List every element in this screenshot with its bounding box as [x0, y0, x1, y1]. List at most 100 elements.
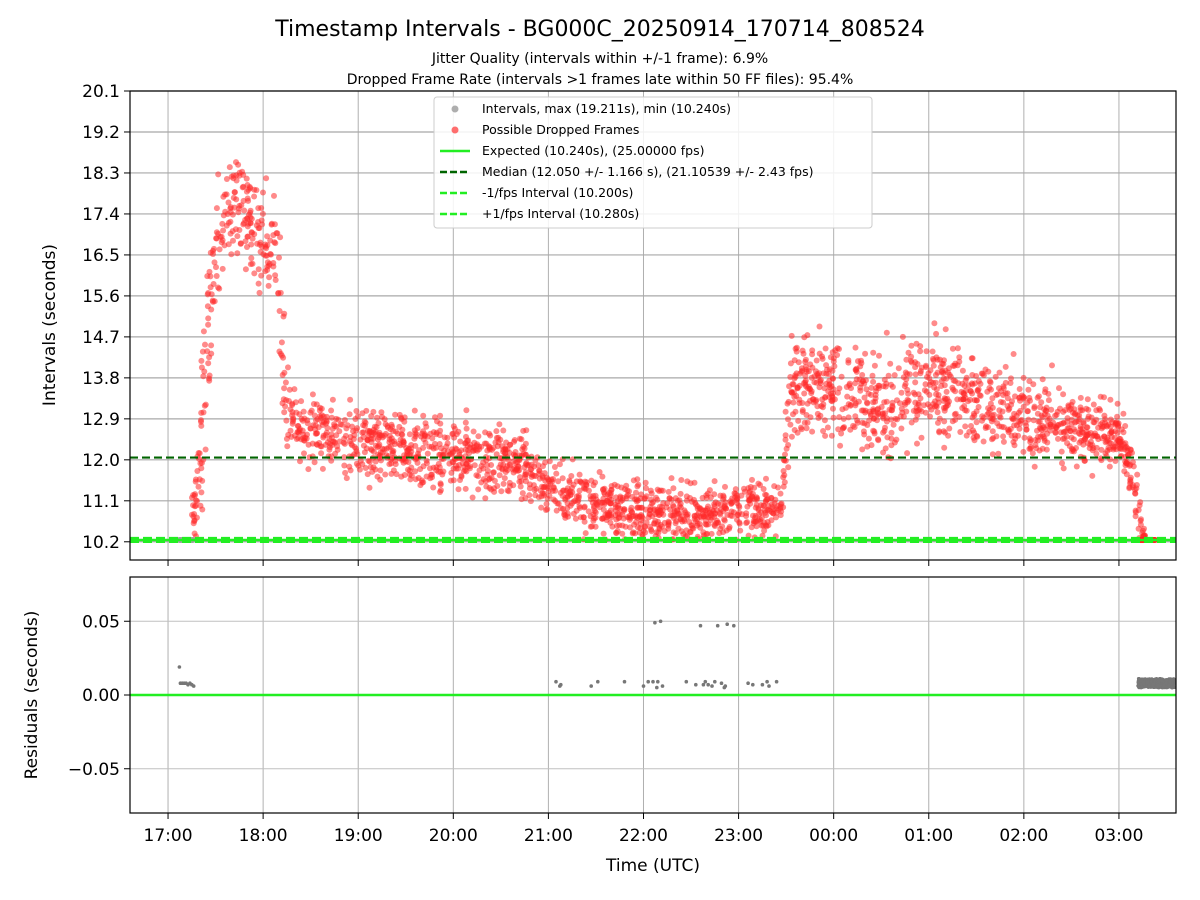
dropped-frame-point	[437, 412, 444, 419]
dropped-frame-point	[922, 409, 929, 416]
dropped-frame-point	[936, 428, 943, 435]
dropped-frame-point	[921, 387, 928, 394]
residual-point	[701, 682, 706, 687]
dropped-frame-point	[898, 389, 905, 396]
dropped-frame-point	[633, 489, 639, 496]
dropped-frame-point	[987, 379, 994, 386]
dropped-frame-point	[240, 183, 247, 190]
dropped-frame-point	[934, 369, 941, 376]
dropped-frame-point	[1004, 390, 1011, 397]
dropped-frame-point	[236, 227, 243, 233]
dropped-frame-point	[347, 467, 354, 474]
dropped-frame-point	[585, 508, 592, 515]
dropped-frame-point	[532, 457, 539, 464]
dropped-frame-point	[688, 522, 695, 529]
dropped-frame-point	[1041, 435, 1048, 442]
chart-title: Timestamp Intervals - BG000C_20250914_17…	[274, 17, 924, 42]
dropped-frame-point	[824, 424, 831, 431]
x-tick-label: 22:00	[619, 826, 668, 846]
dropped-frame-point	[526, 481, 533, 488]
dropped-frame-point	[704, 530, 711, 537]
dropped-frame-point	[1027, 439, 1034, 445]
dropped-frame-point	[450, 430, 457, 437]
dropped-frame-point	[260, 189, 266, 196]
dropped-frame-point	[469, 494, 476, 501]
dropped-frame-point	[456, 449, 463, 455]
dropped-frame-point	[974, 433, 981, 440]
dropped-frame-point	[1039, 376, 1046, 383]
dropped-frame-point	[285, 398, 292, 404]
dropped-frame-point	[431, 440, 438, 447]
dropped-frame-point	[864, 443, 871, 450]
dropped-frame-point	[660, 500, 667, 507]
dropped-frame-point	[855, 398, 862, 405]
dropped-frame-point	[945, 369, 951, 376]
dropped-frame-point	[927, 413, 933, 420]
dropped-frame-point	[367, 464, 374, 470]
dropped-frame-point	[541, 490, 548, 497]
top-y-tick-label: 15.6	[82, 287, 120, 307]
dropped-frame-point	[572, 515, 579, 522]
dropped-frame-point	[341, 454, 348, 461]
dropped-frame-point	[614, 483, 621, 490]
dropped-frame-point	[583, 481, 590, 488]
dropped-frame-point	[378, 457, 384, 464]
dropped-frame-point	[883, 329, 890, 336]
dropped-frame-point	[711, 491, 718, 498]
dropped-frame-point	[301, 437, 308, 444]
dropped-frame-point	[1115, 440, 1122, 447]
dropped-frame-point	[219, 220, 226, 227]
dropped-frame-point	[1064, 425, 1071, 432]
dropped-frame-point	[643, 485, 649, 492]
dropped-frame-point	[392, 461, 399, 468]
dropped-frame-point	[677, 490, 684, 497]
dropped-frame-point	[613, 522, 620, 529]
x-tick-label: 18:00	[239, 826, 288, 846]
dropped-frame-point	[247, 261, 254, 268]
dropped-frame-point	[211, 298, 218, 305]
dropped-frame-point	[437, 427, 444, 434]
dropped-frame-point	[630, 477, 637, 484]
dropped-frame-point	[211, 245, 217, 252]
dropped-frame-point	[532, 492, 539, 499]
dropped-frame-point	[245, 197, 252, 204]
dropped-frame-point	[696, 505, 703, 512]
legend-marker	[451, 126, 459, 134]
dropped-frame-point	[1032, 437, 1039, 443]
dropped-frame-point	[1068, 421, 1075, 428]
dropped-frame-point	[493, 428, 500, 435]
dropped-frame-point	[667, 512, 674, 519]
dropped-frame-point	[930, 355, 936, 362]
dropped-frame-point	[228, 251, 235, 258]
dropped-frame-point	[930, 362, 937, 369]
dropped-frame-point	[922, 364, 929, 371]
dropped-frame-point	[356, 466, 363, 473]
dropped-frame-point	[450, 465, 457, 472]
dropped-frame-point	[908, 358, 914, 365]
dropped-frame-point	[255, 219, 262, 225]
legend-label: -1/fps Interval (10.200s)	[482, 185, 633, 200]
dropped-frame-point	[1008, 375, 1014, 382]
residual-point	[765, 679, 769, 684]
dropped-frame-point	[917, 368, 924, 375]
dropped-frame-point	[576, 487, 583, 494]
dropped-frame-point	[364, 427, 371, 434]
dropped-frame-point	[763, 523, 770, 530]
dropped-frame-point	[599, 515, 606, 522]
dropped-frame-point	[822, 432, 829, 439]
dropped-frame-point	[932, 398, 938, 405]
dropped-frame-point	[230, 194, 237, 201]
dropped-frame-point	[1091, 419, 1098, 426]
dropped-frame-point	[517, 474, 523, 481]
dropped-frame-point	[913, 404, 920, 411]
dropped-frame-point	[341, 417, 348, 423]
dropped-frame-point	[768, 495, 775, 502]
dropped-frame-point	[307, 409, 314, 416]
dropped-frame-point	[809, 347, 816, 354]
dropped-frame-point	[703, 513, 709, 520]
dropped-frame-point	[208, 306, 215, 313]
dropped-frame-point	[795, 417, 802, 424]
dropped-frame-point	[1045, 397, 1052, 404]
dropped-frame-point	[628, 504, 635, 511]
dropped-frame-point	[918, 434, 925, 441]
